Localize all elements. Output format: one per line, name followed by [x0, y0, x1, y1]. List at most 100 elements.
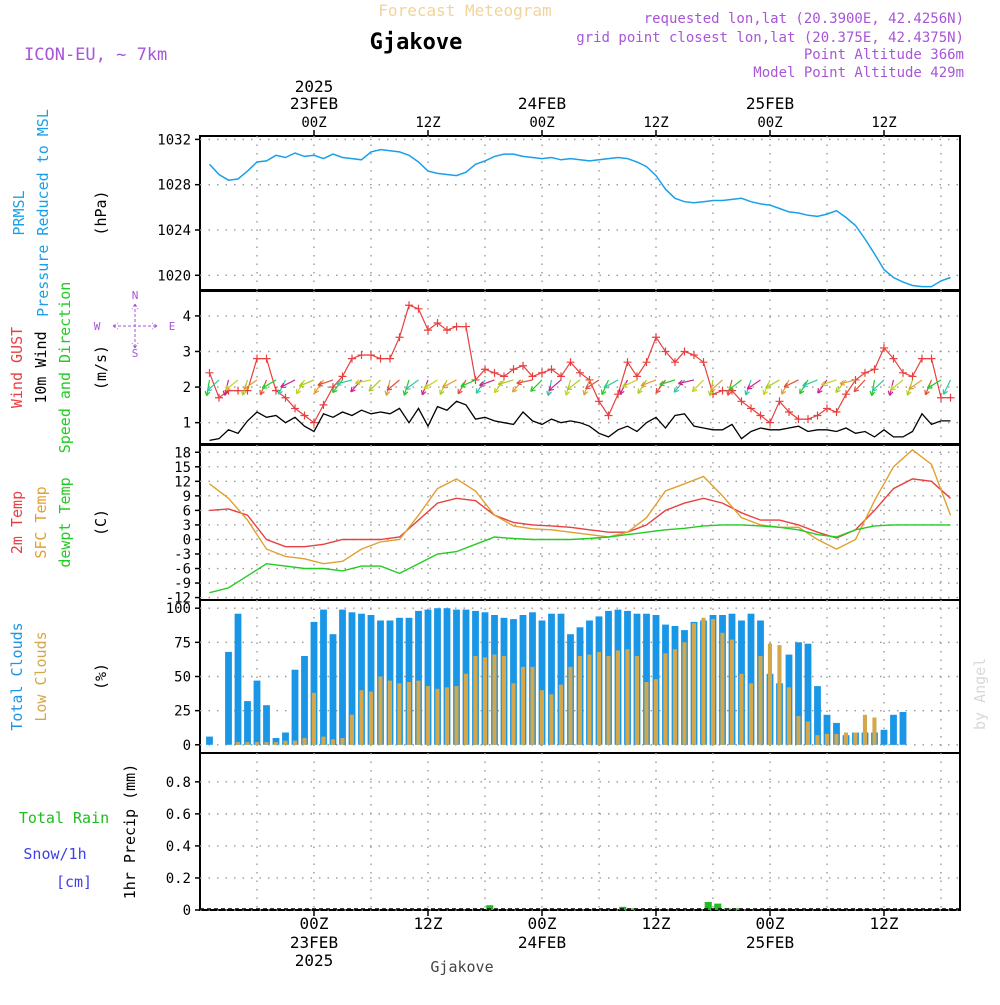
wind-direction-arrow — [355, 379, 372, 384]
wind-direction-arrow — [783, 379, 799, 388]
gust-marker — [215, 393, 223, 402]
y-tick-label: 6 — [183, 503, 191, 519]
wind-direction-arrow — [336, 379, 353, 385]
time-tick-label: 00Z — [300, 914, 329, 933]
wind-arrow-head — [603, 383, 609, 389]
gust-marker — [234, 386, 242, 395]
wind-arrow-head — [350, 386, 356, 393]
gust-marker — [424, 326, 432, 335]
wind-arrow-head — [744, 390, 750, 396]
wind-arrow-head — [259, 389, 265, 396]
low-cloud-bar — [254, 742, 259, 745]
low-cloud-bar — [767, 643, 772, 745]
low-cloud-bar — [235, 742, 240, 745]
super-title: Forecast Meteogram — [378, 1, 551, 20]
wind-arrow-head — [869, 390, 876, 397]
point-altitude: Point Altitude 366m — [804, 47, 964, 63]
wind-direction-arrow — [817, 379, 828, 394]
gust-marker — [652, 333, 660, 342]
low-cloud-bar — [748, 683, 753, 745]
time-tick-label: 12Z — [871, 115, 896, 131]
time-tick-label: 12Z — [643, 115, 668, 131]
wind-arrow-head — [298, 381, 305, 388]
wind-arrow-head — [516, 379, 522, 386]
low-cloud-bar — [330, 739, 335, 745]
wind-arrow-head — [497, 380, 504, 387]
panel-3: 0 25 50 75 100 Total Clouds Low Clouds (%) — [8, 599, 961, 754]
precip-bar — [714, 903, 722, 910]
y-tick-label: 0 — [183, 903, 191, 919]
side-label: dewpt Temp — [56, 477, 74, 567]
credit-watermark: by Angel — [971, 658, 989, 730]
wind-arrow-head — [243, 384, 249, 390]
wind-arrow-head — [619, 389, 625, 395]
gust-marker — [699, 358, 708, 367]
wind-arrow-head — [637, 388, 643, 395]
low-cloud-bar — [245, 742, 250, 745]
low-cloud-bar — [273, 742, 278, 745]
side-label: 2m Temp — [8, 491, 26, 554]
gust-marker — [490, 368, 499, 377]
y-tick-label: 100 — [166, 601, 191, 617]
time-tick-label: 00Z — [757, 115, 782, 131]
low-cloud-bar — [786, 687, 791, 745]
gust-marker — [566, 358, 575, 367]
low-cloud-bar — [701, 617, 706, 745]
time-tick-label: 12Z — [870, 914, 899, 933]
wind-direction-arrow — [765, 379, 780, 389]
panel-1: 1 2 3 4 Wind GUST 10m Wind Speed and Direction… — [8, 282, 961, 453]
panel-0: 1020 1024 1028 1032 PRMSL Pressure Reduced to… — [10, 109, 961, 317]
time-tick-date: 23FEB — [290, 933, 338, 952]
location-title: Gjakove — [370, 30, 463, 55]
gust-marker — [319, 400, 328, 409]
y-tick-label: 9 — [183, 489, 191, 505]
wind-arrow-head — [460, 382, 466, 388]
gust-marker — [205, 368, 214, 377]
compass-n: N — [132, 289, 139, 302]
wind-arrow-head — [908, 384, 914, 390]
gust-marker — [338, 372, 347, 381]
wind-direction-arrow — [728, 379, 742, 391]
gust-marker — [785, 407, 793, 416]
wind-direction-arrow — [926, 379, 942, 389]
total-cloud-bar — [206, 736, 213, 745]
y-axis-label: (m/s) — [92, 345, 110, 390]
gust-marker — [367, 351, 375, 360]
total-cloud-bar — [301, 656, 308, 745]
gust-marker — [633, 372, 641, 381]
wind-direction-arrow — [332, 379, 343, 393]
gust-marker — [395, 333, 404, 342]
wind-arrow-head — [765, 383, 771, 389]
low-cloud-bar — [292, 740, 297, 745]
wind-arrow-head — [317, 381, 323, 387]
wind-arrow-head — [546, 390, 552, 396]
y-tick-label: 0.8 — [166, 775, 191, 791]
wind-direction-arrow — [710, 379, 723, 392]
low-cloud-bar — [625, 649, 630, 745]
wind-direction-arrow — [839, 379, 856, 385]
wind-direction-arrow — [691, 379, 704, 392]
wind-arrow-head — [241, 390, 247, 396]
low-cloud-bar — [777, 645, 782, 745]
gust-marker — [452, 322, 461, 331]
side-label: Total Rain — [19, 809, 109, 827]
wind-arrow-head — [386, 385, 393, 391]
gust-marker — [842, 390, 850, 399]
gust-marker — [747, 404, 755, 413]
gust-marker — [623, 358, 632, 367]
time-tick-label: 12Z — [415, 115, 440, 131]
gust-marker — [870, 365, 879, 374]
total-cloud-bar — [339, 609, 346, 745]
gust-marker — [861, 368, 869, 377]
total-cloud-bar — [557, 613, 565, 745]
wind-arrow-head — [659, 380, 665, 387]
gust-marker — [281, 393, 290, 402]
side-label: SFC Temp — [32, 486, 50, 558]
low-cloud-bar — [843, 732, 848, 745]
wind-arrow-head — [261, 383, 268, 389]
wind-arrow-head — [314, 388, 320, 394]
wind-arrow-head — [835, 387, 841, 393]
y-tick-label: 0.2 — [166, 871, 191, 887]
